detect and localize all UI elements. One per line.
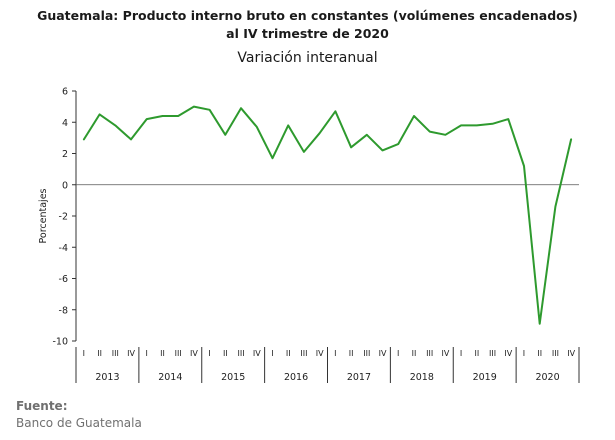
quarter-tick-label: III — [363, 349, 370, 358]
quarter-tick-label: III — [426, 349, 433, 358]
year-label: 2019 — [473, 372, 497, 383]
year-label: 2018 — [410, 372, 434, 383]
quarter-tick-label: III — [112, 349, 119, 358]
quarter-tick-label: III — [489, 349, 496, 358]
y-tick-label: -2 — [59, 212, 68, 223]
y-tick-label: 0 — [62, 180, 68, 191]
quarter-tick-label: II — [412, 349, 417, 358]
quarter-tick-label: IV — [379, 349, 387, 358]
y-tick-label: 6 — [62, 87, 68, 98]
quarter-tick-label: I — [460, 349, 462, 358]
y-tick-label: -10 — [52, 337, 68, 348]
chart-title-line-2: al IV trimestre de 2020 — [226, 26, 389, 41]
quarter-tick-label: II — [349, 349, 354, 358]
chart-title-line-1: Guatemala: Producto interno bruto en con… — [37, 8, 578, 23]
quarter-tick-label: III — [552, 349, 559, 358]
quarter-tick-label: IV — [316, 349, 324, 358]
source-text: Banco de Guatemala — [16, 416, 142, 430]
year-label: 2020 — [535, 372, 559, 383]
quarter-tick-label: II — [537, 349, 542, 358]
quarter-tick-label: IV — [190, 349, 198, 358]
quarter-tick-label: I — [146, 349, 148, 358]
source-label: Fuente: — [16, 399, 68, 413]
quarter-tick-label: II — [474, 349, 479, 358]
quarter-tick-label: II — [160, 349, 165, 358]
quarter-tick-label: III — [175, 349, 182, 358]
chart-subtitle: Variación interanual — [237, 50, 378, 66]
year-label: 2016 — [284, 372, 308, 383]
year-label: 2017 — [347, 372, 371, 383]
quarter-tick-label: IV — [253, 349, 261, 358]
quarter-tick-label: II — [223, 349, 228, 358]
quarter-tick-label: II — [97, 349, 102, 358]
quarter-tick-label: III — [238, 349, 245, 358]
quarter-tick-label: I — [397, 349, 399, 358]
y-axis-label: Porcentajes — [38, 188, 49, 243]
y-tick-label: 2 — [62, 149, 68, 160]
y-tick-label: -8 — [59, 305, 68, 316]
quarter-tick-label: III — [300, 349, 307, 358]
quarter-tick-label: IV — [567, 349, 575, 358]
series-line — [82, 105, 573, 325]
quarter-tick-label: IV — [441, 349, 449, 358]
y-tick-label: 4 — [62, 118, 68, 129]
quarter-tick-label: I — [208, 349, 210, 358]
quarter-tick-label: IV — [504, 349, 512, 358]
quarter-tick-label: IV — [127, 349, 135, 358]
quarter-tick-label: II — [286, 349, 291, 358]
year-label: 2014 — [158, 372, 182, 383]
quarter-tick-label: I — [83, 349, 85, 358]
quarter-tick-label: I — [271, 349, 273, 358]
year-label: 2015 — [221, 372, 245, 383]
quarter-tick-label: I — [523, 349, 525, 358]
y-tick-label: -4 — [59, 243, 68, 254]
year-label: 2013 — [95, 372, 119, 383]
y-tick-label: -6 — [59, 274, 68, 285]
quarter-tick-label: I — [334, 349, 336, 358]
